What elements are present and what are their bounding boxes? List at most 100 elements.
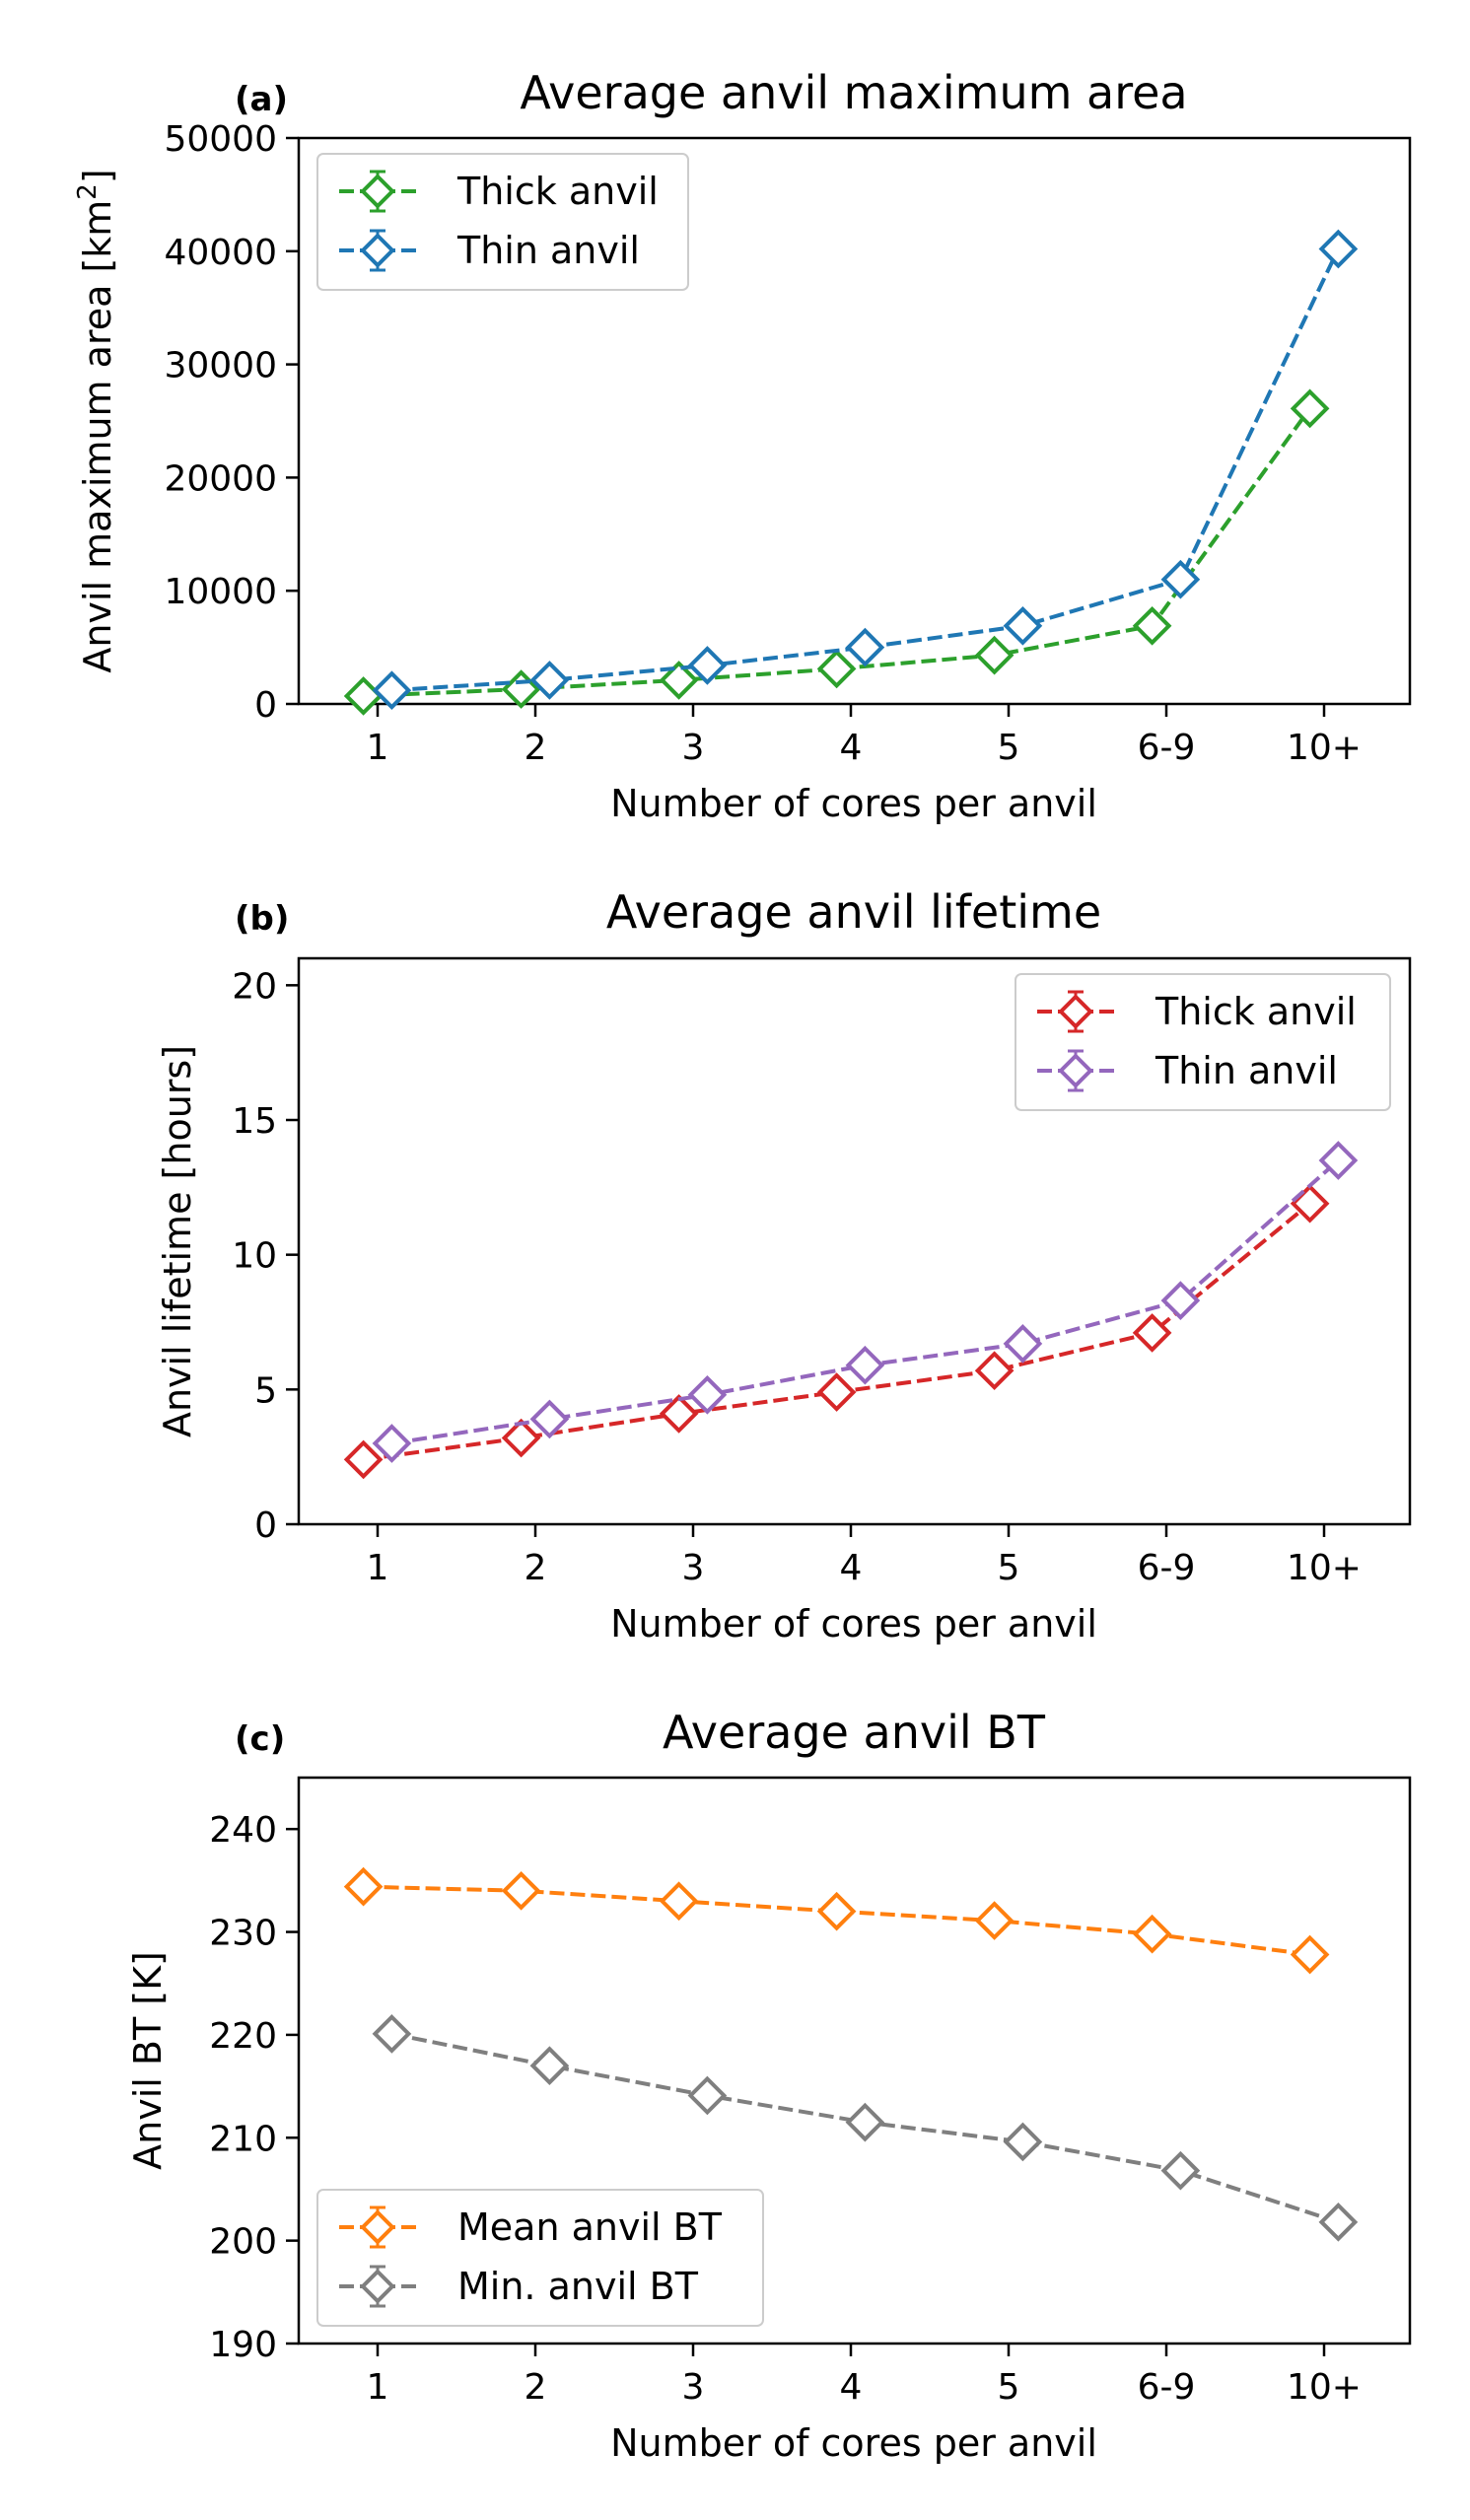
data-marker xyxy=(529,1399,570,1439)
data-marker xyxy=(1290,388,1330,429)
plot-area xyxy=(297,956,1412,1526)
x-tick-label: 4 xyxy=(840,728,863,768)
data-marker xyxy=(1160,2150,1201,2191)
y-tick-label: 20 xyxy=(232,966,277,1007)
data-marker xyxy=(687,646,728,685)
legend: Thick anvil Thin anvil xyxy=(316,153,689,291)
y-tick-label: 5 xyxy=(254,1370,277,1411)
data-marker xyxy=(1318,2203,1359,2242)
y-tick-label: 210 xyxy=(209,2119,277,2159)
legend-label: Thin anvil xyxy=(456,229,640,272)
data-marker xyxy=(343,1439,384,1480)
y-tick-label: 30000 xyxy=(164,346,277,386)
data-marker xyxy=(845,2102,885,2142)
data-marker xyxy=(1160,1281,1201,1320)
x-tick-label: 6-9 xyxy=(1138,728,1196,768)
y-axis-label: Anvil maximum area [km2] xyxy=(73,169,119,672)
x-tick-label: 2 xyxy=(525,728,547,768)
y-tick-label: 15 xyxy=(232,1101,277,1142)
data-marker xyxy=(659,1394,699,1434)
x-tick-label: 10+ xyxy=(1287,2367,1362,2408)
data-marker xyxy=(974,1901,1015,1940)
legend-marker xyxy=(360,174,395,209)
legend-label: Mean anvil BT xyxy=(457,2205,723,2249)
chart-title: Average anvil BT xyxy=(663,1706,1046,1759)
x-axis: 1 2 3 4 5 6-9 10+ xyxy=(367,2344,1362,2408)
data-marker xyxy=(1132,605,1172,646)
y-axis-label: Anvil BT [K] xyxy=(126,1951,170,2170)
legend-marker xyxy=(1058,1053,1093,1088)
x-axis: 1 2 3 4 5 6-9 10+ xyxy=(367,704,1362,768)
x-tick-label: 6-9 xyxy=(1138,1548,1196,1588)
legend: Thick anvil Thin anvil xyxy=(1015,973,1391,1111)
y-axis-label-sup: 2 xyxy=(73,183,103,200)
chart-title: Average anvil maximum area xyxy=(520,66,1187,119)
data-marker xyxy=(1003,605,1043,646)
x-tick-label: 2 xyxy=(525,1548,547,1588)
data-marker xyxy=(1132,1914,1172,1954)
data-marker xyxy=(501,1870,541,1911)
data-marker xyxy=(529,2046,570,2086)
y-axis: 0 10000 20000 30000 40000 50000 xyxy=(164,119,299,726)
legend-label: Thin anvil xyxy=(1155,1049,1338,1092)
panel-c: (c) Average anvil BT 190200210220230240 … xyxy=(126,1706,1412,2465)
data-marker xyxy=(816,1891,857,1931)
data-marker xyxy=(659,1881,699,1922)
legend-marker xyxy=(360,233,395,268)
data-marker xyxy=(659,661,699,700)
y-tick-label: 200 xyxy=(209,2222,277,2263)
data-marker xyxy=(1160,559,1201,599)
x-tick-label: 3 xyxy=(682,1548,705,1588)
legend-marker xyxy=(360,2209,395,2245)
y-tick-label: 20000 xyxy=(164,458,277,499)
data-marker xyxy=(343,1866,384,1907)
data-marker xyxy=(372,2014,412,2054)
plot-area xyxy=(297,136,1412,706)
legend-frame xyxy=(316,153,689,291)
y-tick-label: 240 xyxy=(209,1810,277,1851)
legend-label: Thick anvil xyxy=(1155,990,1357,1033)
x-tick-label: 5 xyxy=(998,1548,1020,1588)
x-axis-label: Number of cores per anvil xyxy=(610,782,1097,825)
y-axis: 0 5 10 15 20 xyxy=(232,966,299,1546)
legend-frame xyxy=(1015,973,1391,1111)
data-marker xyxy=(1290,1934,1330,1975)
x-tick-label: 4 xyxy=(840,2367,863,2408)
data-marker xyxy=(816,649,857,689)
data-marker xyxy=(372,1424,412,1463)
panel-label: (c) xyxy=(235,1719,285,1759)
x-tick-label: 2 xyxy=(525,2367,547,2408)
data-marker xyxy=(1318,229,1359,269)
x-tick-label: 10+ xyxy=(1287,1548,1362,1588)
data-marker xyxy=(1003,1324,1043,1364)
data-marker xyxy=(974,1351,1015,1391)
x-tick-label: 5 xyxy=(998,2367,1020,2408)
panel-a: (a) Average anvil maximum area 0 10000 200… xyxy=(73,66,1412,825)
data-marker xyxy=(845,1345,885,1385)
data-marker xyxy=(1318,1141,1359,1180)
data-marker xyxy=(372,670,412,711)
data-marker xyxy=(687,2075,728,2116)
panel-label: (b) xyxy=(235,899,289,939)
x-axis-label: Number of cores per anvil xyxy=(610,1602,1097,1645)
legend-frame xyxy=(316,2189,764,2327)
series-layer xyxy=(343,1141,1359,1480)
y-tick-label: 0 xyxy=(254,1505,277,1546)
legend-marker xyxy=(1058,994,1093,1029)
panel-label: (a) xyxy=(235,80,288,119)
y-tick-label: 10 xyxy=(232,1236,277,1277)
data-marker xyxy=(1003,2122,1043,2162)
x-tick-label: 1 xyxy=(367,1548,389,1588)
y-axis-label: Anvil lifetime [hours] xyxy=(156,1045,199,1437)
y-tick-label: 230 xyxy=(209,1914,277,1954)
legend-marker xyxy=(360,2269,395,2304)
data-marker xyxy=(974,635,1015,675)
series-layer xyxy=(343,229,1359,716)
y-axis-label-end: ] xyxy=(76,169,119,183)
x-tick-label: 1 xyxy=(367,728,389,768)
series-line xyxy=(391,247,1341,693)
data-marker xyxy=(343,676,384,716)
x-axis: 1 2 3 4 5 6-9 10+ xyxy=(367,1524,1362,1588)
y-tick-label: 190 xyxy=(209,2325,277,2365)
